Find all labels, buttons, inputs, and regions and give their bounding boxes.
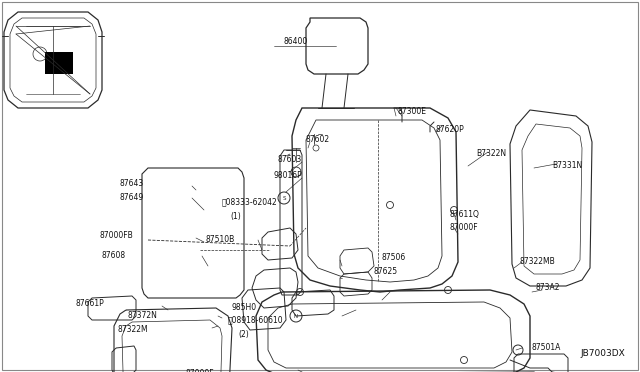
Text: 87372N: 87372N [128, 311, 158, 321]
Text: 一08918-60610: 一08918-60610 [228, 315, 284, 324]
Text: 傀08333-62042: 傀08333-62042 [222, 198, 278, 206]
Bar [45, 52, 73, 74]
Text: 87000F: 87000F [450, 224, 479, 232]
Text: 873A2: 873A2 [536, 283, 561, 292]
Text: 87643: 87643 [120, 180, 144, 189]
Text: B7322N: B7322N [476, 150, 506, 158]
Text: 87661P: 87661P [76, 299, 105, 308]
Text: 87620P: 87620P [436, 125, 465, 135]
Text: S: S [282, 196, 285, 201]
Text: JB7003DX: JB7003DX [580, 349, 625, 358]
Text: 985H0: 985H0 [232, 304, 257, 312]
Text: 98016P: 98016P [274, 171, 303, 180]
Text: (1): (1) [230, 212, 241, 221]
Text: 86400: 86400 [284, 38, 308, 46]
Text: 87300E: 87300E [398, 108, 427, 116]
Text: 87603: 87603 [278, 155, 302, 164]
Text: 87602: 87602 [306, 135, 330, 144]
Text: 87000FB: 87000FB [100, 231, 134, 241]
Text: 87649: 87649 [120, 193, 144, 202]
Text: 87501A: 87501A [532, 343, 561, 353]
Text: 87611Q: 87611Q [450, 209, 480, 218]
Text: 87322M: 87322M [118, 326, 148, 334]
Text: 87506: 87506 [382, 253, 406, 263]
Text: 87322MB: 87322MB [520, 257, 556, 266]
Text: 87000F: 87000F [186, 369, 214, 372]
Text: (2): (2) [238, 330, 249, 339]
Text: B7331N: B7331N [552, 161, 582, 170]
Text: 87608: 87608 [102, 251, 126, 260]
Text: 87510B: 87510B [206, 235, 236, 244]
Text: N: N [294, 314, 298, 318]
Text: 87625: 87625 [374, 267, 398, 276]
